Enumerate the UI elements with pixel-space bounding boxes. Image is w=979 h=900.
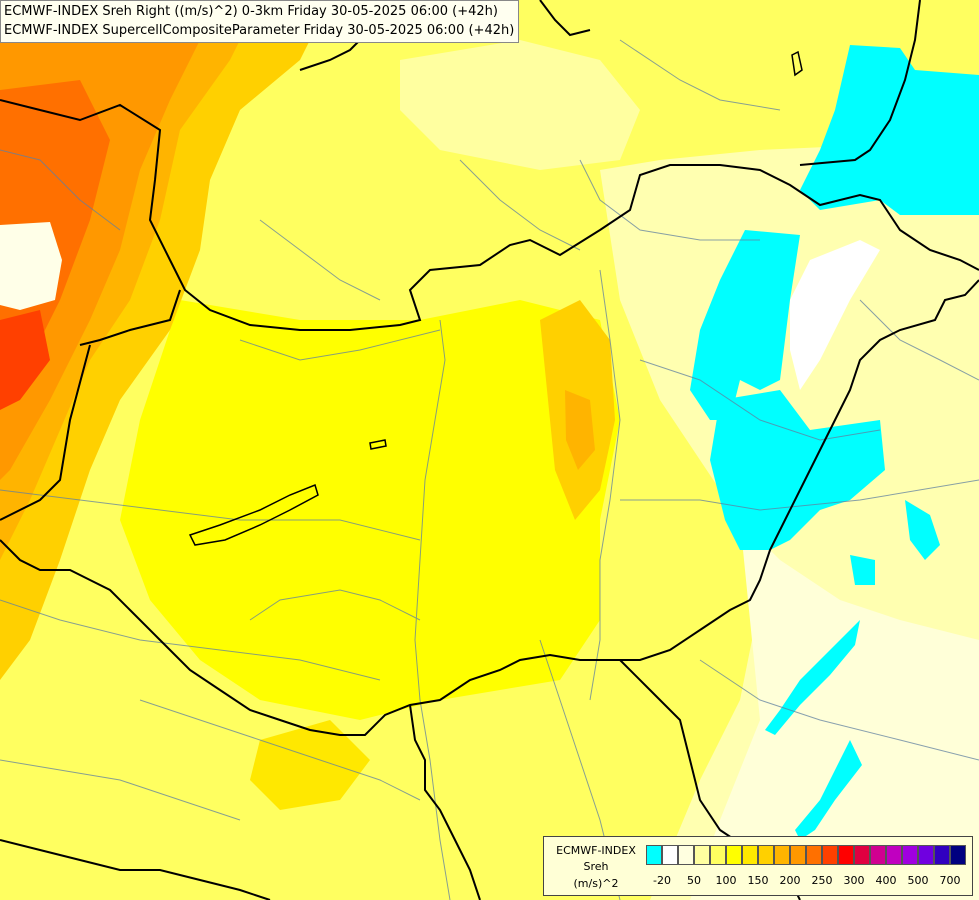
legend-swatch [710,845,726,865]
legend-tick-label: 50 [687,874,701,887]
legend-swatch [646,845,662,865]
legend-tick-label: -20 [653,874,671,887]
field-cyan-streak2 [795,740,862,840]
legend-swatch [678,845,694,865]
legend-tick-label: 300 [843,874,865,887]
legend-swatch [886,845,902,865]
legend-swatch [870,845,886,865]
field-cyan-southeast [710,390,885,550]
title-line-1: ECMWF-INDEX Sreh Right ((m/s)^2) 0-3km F… [4,4,498,19]
field-core-yellow [120,300,620,720]
legend-swatch [822,845,838,865]
field-cyan-northeast [800,45,979,215]
legend-unit: (m/s)^2 [573,877,619,890]
field-east-pale [690,520,979,900]
legend-source: ECMWF-INDEX [556,844,636,857]
field-south-yellow [250,720,370,810]
field-cyan-streak [765,620,860,735]
legend-tick-label: 150 [747,874,769,887]
field-cyan-patch2 [850,555,875,585]
legend-variable: Sreh [583,860,609,873]
legend-swatch [934,845,950,865]
map-title-box: ECMWF-INDEX Sreh Right ((m/s)^2) 0-3km F… [0,0,520,43]
field-centre-orange-core [565,390,595,470]
field-north-pale [400,40,640,170]
legend-swatch [950,845,966,865]
color-legend: ECMWF-INDEX Sreh (m/s)^2 -20 50 100 150 200 2… [543,836,973,896]
legend-swatch [694,845,710,865]
legend-tick-label: 100 [715,874,737,887]
title-line-2: ECMWF-INDEX SupercellCompositeParameter … [4,23,515,38]
field-west-red [0,80,110,390]
field-west-deepred [0,310,50,410]
field-west-white [0,222,62,310]
rivers [0,39,979,900]
legend-tick-label: 500 [907,874,929,887]
field-white-east [790,240,880,390]
legend-swatch [774,845,790,865]
legend-swatch [790,845,806,865]
field-cyan-east [690,230,800,420]
lakes [188,50,803,546]
legend-tick-label: 200 [779,874,801,887]
legend-swatch [758,845,774,865]
field-cyan-patch [905,500,940,560]
legend-tick-label: 400 [875,874,897,887]
legend-swatch [854,845,870,865]
legend-tick-label: 700 [939,874,961,887]
legend-swatch [902,845,918,865]
legend-tick-label: 250 [811,874,833,887]
legend-swatch [918,845,934,865]
legend-swatch [726,845,742,865]
legend-swatch [662,845,678,865]
legend-swatch [742,845,758,865]
legend-swatch [806,845,822,865]
legend-swatch [838,845,854,865]
